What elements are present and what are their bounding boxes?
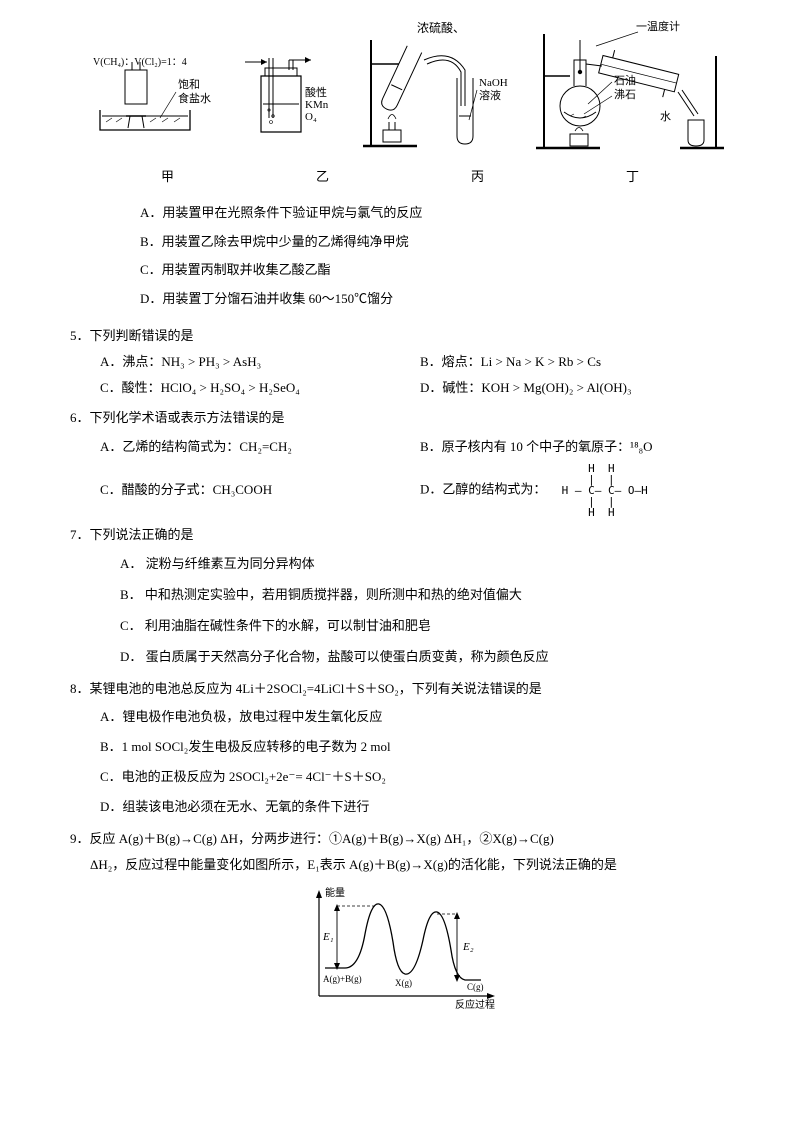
d2-kmno4-2: KMn	[305, 99, 329, 111]
d4-water-label: 水	[660, 110, 671, 123]
q4-opt-a: A．用装置甲在光照条件下验证甲烷与氯气的反应	[140, 199, 740, 228]
q8-opt-c: C．电池的正极反应为 2SOCl₂+2e⁻= 4Cl⁻＋S＋SO₂	[100, 762, 740, 792]
q5-opt-b: B．熔点：Li > Na > K > Rb > Cs	[420, 349, 740, 375]
q7-opt-b: B． 中和热测定实验中，若用铜质搅拌器，则所测中和热的绝对值偏大	[120, 579, 740, 610]
d2-kmno4-1: 酸性	[305, 85, 327, 99]
caption-3: 丙	[471, 166, 484, 185]
q7-options: A． 淀粉与纤维素互为同分异构体 B． 中和热测定实验中，若用铜质搅拌器，则所测…	[60, 548, 740, 673]
q4-options: A．用装置甲在光照条件下验证甲烷与氯气的反应 B．用装置乙除去甲烷中少量的乙烯得…	[60, 199, 740, 313]
diagram-3: 浓硫酸、 NaOH 溶液	[357, 20, 527, 160]
diagram-4: 一温度计	[530, 20, 730, 160]
graph-e1: E₁	[322, 931, 334, 943]
q6-opt-d: D．乙醇的结构式为： H H | | H — C— C— O—H | | H H	[420, 463, 740, 518]
d2-kmno4-3: O₄	[305, 111, 317, 123]
caption-4: 丁	[626, 166, 639, 185]
q8-opt-b: B．1 mol SOCl₂发生电极反应转移的电子数为 2 mol	[100, 732, 740, 762]
graph-y-label: 能量	[325, 886, 345, 899]
q7-opt-c: C． 利用油脂在碱性条件下的水解，可以制甘油和肥皂	[120, 610, 740, 641]
q8-title: 8．某锂电池的电池总反应为 4Li＋2SOCl₂=4LiCl＋S＋SO₂，下列有…	[60, 676, 740, 702]
diagram-captions: 甲 乙 丙 丁	[60, 166, 740, 185]
graph-l-left: A(g)+B(g)	[323, 974, 362, 984]
q8-opt-d: D．组装该电池必须在无水、无氧的条件下进行	[100, 792, 740, 822]
graph-e2: E₂	[462, 941, 474, 953]
energy-graph: 能量 反应过程 E₁ E₂ A(g)+B(g) X(g) C(g)	[60, 884, 740, 1018]
diagram-2: 酸性 KMn O₄	[243, 40, 353, 160]
q6-opt-b: B．原子核内有 10 个中子的氧原子：¹⁸₈O	[420, 431, 740, 462]
q4-opt-b: B．用装置乙除去甲烷中少量的乙烯得纯净甲烷	[140, 228, 740, 257]
q7-opt-a: A． 淀粉与纤维素互为同分异构体	[120, 548, 740, 579]
q6-options: A．乙烯的结构简式为：CH₂=CH₂ B．原子核内有 10 个中子的氧原子：¹⁸…	[60, 431, 740, 517]
q7-opt-d: D． 蛋白质属于天然高分子化合物，盐酸可以使蛋白质变黄，称为颜色反应	[120, 641, 740, 672]
ethanol-structure: H H | | H — C— C— O—H | | H H	[562, 463, 648, 518]
q8-opt-a: A．锂电极作电池负极，放电过程中发生氧化反应	[100, 702, 740, 732]
q5-opt-c: C．酸性：HClO₄ > H₂SO₄ > H₂SeO₄	[100, 375, 420, 401]
q6-title: 6．下列化学术语或表示方法错误的是	[60, 405, 740, 431]
q9-cont: ΔH₂，反应过程中能量变化如图所示，E₁表示 A(g)＋B(g)→X(g)的活化…	[60, 852, 740, 878]
graph-l-mid: X(g)	[395, 978, 412, 988]
d3-naoh-2: 溶液	[479, 88, 501, 102]
q9-title: 9．反应 A(g)＋B(g)→C(g) ΔH，分两步进行：①A(g)＋B(g)→…	[60, 826, 740, 852]
q5-options: A．沸点：NH₃ > PH₃ > AsH₃ B．熔点：Li > Na > K >…	[60, 349, 740, 401]
q4-opt-d: D．用装置丁分馏石油并收集 60～150℃馏分	[140, 285, 740, 314]
graph-l-right: C(g)	[467, 982, 484, 992]
d1-salt-label-1: 饱和	[178, 77, 200, 91]
diagram-1: V(CH₄)：V(Cl₂)=1：4 饱和 食盐水	[90, 40, 240, 160]
d1-salt-label-2: 食盐水	[178, 91, 211, 105]
q5-opt-d: D．碱性：KOH > Mg(OH)₂ > Al(OH)₃	[420, 375, 740, 401]
q4-opt-c: C．用装置丙制取并收集乙酸乙酯	[140, 256, 740, 285]
caption-1: 甲	[161, 166, 174, 185]
q5-title: 5．下列判断错误的是	[60, 323, 740, 349]
q5-opt-a: A．沸点：NH₃ > PH₃ > AsH₃	[100, 349, 420, 375]
q6-opt-a: A．乙烯的结构简式为：CH₂=CH₂	[100, 431, 420, 462]
caption-2: 乙	[316, 166, 329, 185]
d4-temp-label: 一温度计	[636, 20, 680, 33]
d3-naoh-1: NaOH	[479, 77, 508, 89]
q7-title: 7．下列说法正确的是	[60, 522, 740, 548]
q8-options: A．锂电极作电池负极，放电过程中发生氧化反应 B．1 mol SOCl₂发生电极…	[60, 702, 740, 822]
d4-zeolite-label: 沸石	[614, 88, 636, 101]
graph-x-label: 反应过程	[455, 998, 495, 1011]
d3-acid-label: 浓硫酸、	[417, 20, 465, 35]
page-root: V(CH₄)：V(Cl₂)=1：4 饱和 食盐水	[0, 0, 800, 1038]
d4-oil-label: 石油	[614, 73, 636, 87]
q6-opt-c: C．醋酸的分子式：CH₃COOH	[100, 474, 420, 505]
diagram-row: V(CH₄)：V(Cl₂)=1：4 饱和 食盐水	[60, 30, 740, 160]
